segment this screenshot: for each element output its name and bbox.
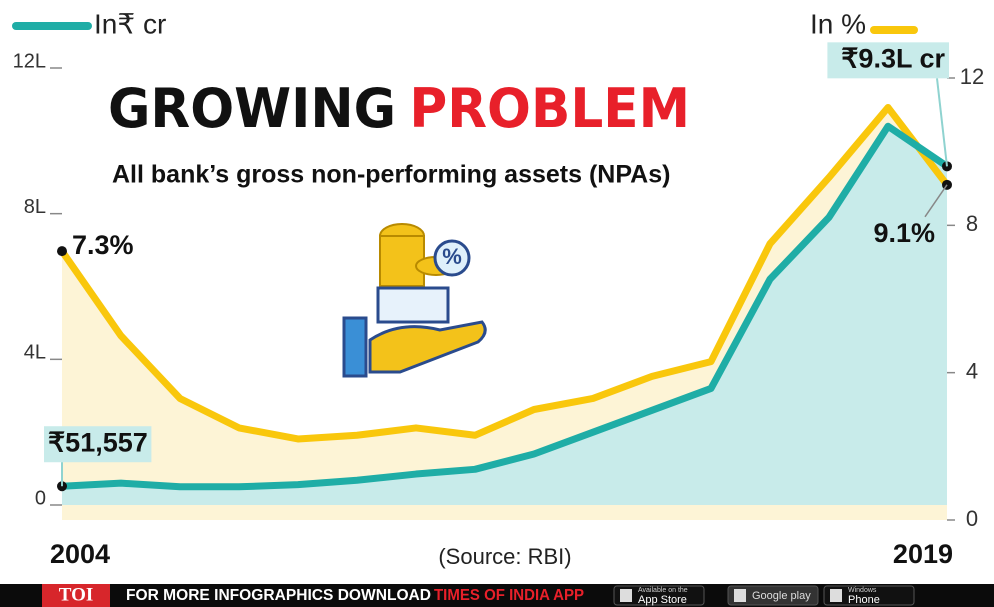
x-tick-label: 2019 <box>893 539 953 569</box>
chart-subtitle: All bank’s gross non-performing assets (… <box>112 161 670 189</box>
y-tick-label: 12L <box>13 50 46 72</box>
badge-icon <box>830 589 842 602</box>
svg-text:%: % <box>442 244 462 269</box>
source: (Source: RBI) <box>438 544 571 569</box>
legend-label: In % <box>810 8 866 39</box>
y2-tick-label: 4 <box>966 358 978 383</box>
badge-icon <box>620 589 632 602</box>
value-label: ₹51,557 <box>48 427 148 457</box>
footer-brand: TOI <box>59 584 94 605</box>
footer-text: FOR MORE INFOGRAPHICS DOWNLOAD <box>126 587 431 604</box>
x-tick-label: 2004 <box>50 539 110 569</box>
badge-label: Phone <box>848 594 880 606</box>
y2-tick-label: 12 <box>960 64 984 89</box>
y2-tick-label: 0 <box>966 506 978 531</box>
point <box>57 246 67 256</box>
value-label: ₹9.3L cr <box>841 43 945 73</box>
badge-icon <box>734 589 746 602</box>
badge-small: Available on the <box>638 587 688 594</box>
title-part: GROWING <box>108 77 396 140</box>
y-tick-label: 8L <box>24 196 46 218</box>
badge-label: App Store <box>638 594 687 606</box>
badge-small: Windows <box>848 587 877 594</box>
y-tick-label: 4L <box>24 342 46 364</box>
value-label: 9.1% <box>873 218 935 248</box>
value-label: 7.3% <box>72 230 134 260</box>
y-tick-label: 0 <box>35 487 46 509</box>
legend-label: In₹ cr <box>94 8 166 39</box>
footer-app: TIMES OF INDIA APP <box>434 587 584 604</box>
title-part: PROBLEM <box>409 77 690 140</box>
chart: 0 4L 8L 12L 0 4 8 12 ₹51,557 ₹9.3L cr 7.3% 9.1% 2004… <box>0 0 994 607</box>
page: 0 4L 8L 12L 0 4 8 12 ₹51,557 ₹9.3L cr 7.3% 9.1% 2004… <box>0 0 994 607</box>
y2-tick-label: 8 <box>966 211 978 236</box>
badge-label: Google play <box>752 590 811 602</box>
